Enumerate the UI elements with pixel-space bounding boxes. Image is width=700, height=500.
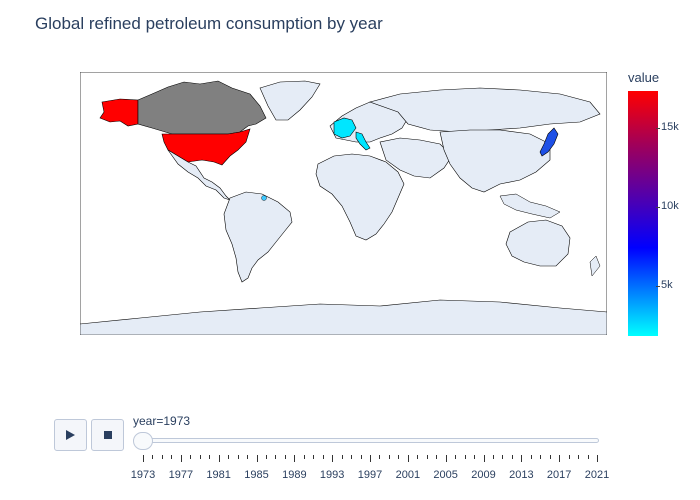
slider-year-label[interactable]: 1997 — [357, 469, 383, 481]
slider-minor-tick — [332, 455, 334, 462]
country-caribbean[interactable] — [261, 195, 267, 201]
slider-minor-tick — [209, 455, 211, 459]
slider-year-label[interactable]: 2009 — [471, 469, 496, 481]
slider-year-label[interactable]: 2001 — [395, 469, 421, 481]
region-middle-east[interactable] — [379, 137, 453, 179]
country-russia[interactable] — [368, 87, 601, 133]
slider-year-label[interactable]: 2017 — [546, 469, 572, 481]
slider-minor-tick — [341, 455, 343, 459]
slider-year-label[interactable]: 1981 — [206, 469, 231, 481]
slider-minor-tick — [360, 455, 362, 459]
slider-minor-tick — [426, 455, 428, 459]
slider-minor-tick — [597, 455, 598, 462]
slider-minor-tick — [379, 455, 381, 459]
country-italy[interactable] — [355, 131, 371, 151]
slider-minor-tick — [265, 455, 267, 459]
region-western-europe[interactable] — [333, 117, 357, 139]
country-new-zealand[interactable] — [589, 255, 601, 277]
slider-minor-tick — [322, 455, 324, 459]
slider-year-label[interactable]: 1977 — [168, 469, 194, 481]
stop-button[interactable] — [91, 419, 124, 451]
slider-minor-tick — [511, 455, 513, 459]
world-map-svg — [80, 72, 607, 335]
slider-minor-tick — [464, 455, 466, 459]
slider-minor-tick — [247, 455, 249, 459]
slider-minor-tick — [398, 455, 400, 459]
slider-minor-tick — [303, 455, 305, 459]
play-icon — [66, 430, 75, 440]
slider-minor-tick — [502, 455, 504, 459]
slider-minor-tick — [143, 455, 144, 462]
slider-minor-tick — [256, 455, 258, 462]
slider-minor-tick — [417, 455, 419, 459]
slider-minor-tick — [152, 455, 154, 459]
continent-africa[interactable] — [315, 153, 405, 241]
world-map[interactable] — [80, 72, 607, 335]
slider-minor-tick — [294, 455, 296, 462]
colorbar: value 15k 10k 5k — [628, 70, 698, 340]
colorbar-tick: 10k — [656, 200, 679, 212]
slider-minor-tick — [455, 455, 457, 459]
continent-south-america[interactable] — [223, 191, 293, 283]
slider-minor-tick — [436, 455, 438, 459]
colorbar-gradient — [628, 91, 658, 336]
colorbar-tick: 5k — [656, 279, 673, 291]
colorbar-title: value — [628, 70, 660, 85]
slider-minor-tick — [351, 455, 353, 459]
year-slider-rail[interactable] — [133, 438, 599, 443]
continent-antarctica[interactable] — [80, 299, 607, 335]
slider-year-label[interactable]: 2021 — [584, 469, 610, 481]
slider-minor-tick — [313, 455, 315, 459]
slider-minor-tick — [483, 455, 485, 462]
slider-minor-tick — [275, 455, 277, 459]
year-slider-ticks: 1973 1977 1981 1985 1989 1993 1997 2001 2005 2009… — [0, 455, 700, 485]
slider-minor-tick — [407, 455, 409, 462]
slider-minor-tick — [445, 455, 447, 462]
play-button[interactable] — [54, 419, 87, 451]
slider-minor-tick — [549, 455, 551, 459]
region-southeast-asia[interactable] — [499, 193, 561, 219]
region-asia[interactable] — [439, 129, 551, 193]
slider-minor-tick — [180, 455, 182, 462]
slider-minor-tick — [530, 455, 532, 459]
slider-minor-tick — [540, 455, 542, 459]
slider-year-label[interactable]: 2005 — [433, 469, 458, 481]
country-greenland[interactable] — [259, 80, 321, 121]
slider-year-label[interactable]: 1985 — [244, 469, 269, 481]
slider-year-label[interactable]: 1993 — [319, 469, 345, 481]
country-united-states-alaska[interactable] — [99, 98, 139, 127]
slider-current-value: year=1973 — [133, 414, 191, 428]
stop-icon — [103, 431, 112, 439]
slider-minor-tick — [559, 455, 561, 462]
slider-minor-tick — [388, 455, 390, 459]
slider-year-label[interactable]: 2013 — [509, 469, 534, 481]
slider-minor-tick — [474, 455, 476, 459]
chart-title: Global refined petroleum consumption by … — [35, 14, 383, 33]
country-mexico[interactable] — [167, 149, 231, 201]
slider-minor-tick — [568, 455, 570, 459]
slider-minor-tick — [578, 455, 580, 459]
slider-minor-tick — [161, 455, 163, 459]
slider-minor-tick — [284, 455, 286, 459]
slider-year-label[interactable]: 1989 — [282, 469, 307, 481]
colorbar-tick: 15k — [656, 121, 679, 133]
slider-minor-tick — [218, 455, 220, 462]
slider-minor-tick — [228, 455, 230, 459]
slider-year-label[interactable]: 1973 — [130, 469, 156, 481]
slider-minor-tick — [370, 455, 371, 462]
year-slider-handle[interactable] — [133, 432, 153, 450]
slider-minor-tick — [171, 455, 173, 459]
slider-minor-tick — [587, 455, 589, 459]
country-japan[interactable] — [539, 127, 559, 157]
slider-minor-tick — [492, 455, 494, 459]
slider-minor-tick — [199, 455, 201, 459]
slider-minor-tick — [237, 455, 239, 459]
slider-minor-tick — [521, 455, 523, 462]
country-australia[interactable] — [505, 219, 571, 267]
slider-minor-tick — [190, 455, 192, 459]
